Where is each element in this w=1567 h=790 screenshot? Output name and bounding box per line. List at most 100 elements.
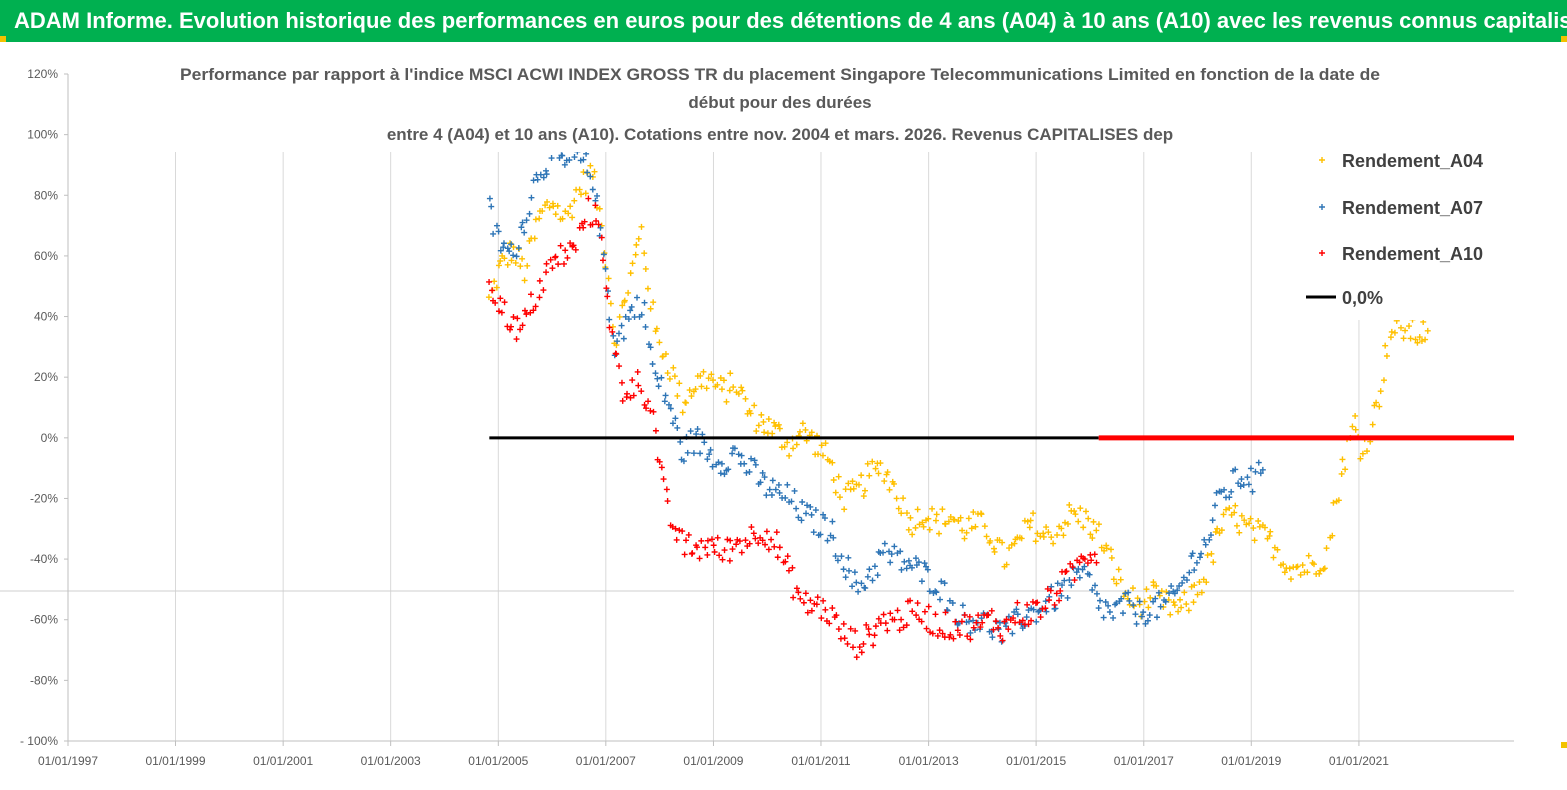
point [1203, 579, 1210, 586]
point [1204, 552, 1211, 559]
point [782, 558, 789, 565]
point [1005, 626, 1012, 633]
x-tick-label: 01/01/2001 [253, 754, 313, 768]
point [540, 287, 547, 294]
point [784, 439, 791, 446]
point [871, 563, 878, 570]
point [855, 481, 862, 488]
point [1406, 323, 1413, 330]
point [759, 537, 766, 544]
point [967, 636, 974, 643]
point [847, 625, 854, 632]
point [775, 421, 782, 428]
point [662, 392, 669, 399]
point [641, 401, 648, 408]
point [1266, 532, 1273, 539]
point [958, 618, 965, 625]
point [1407, 335, 1414, 342]
point [513, 336, 520, 343]
point [772, 486, 779, 493]
point [718, 460, 725, 467]
point [544, 198, 551, 205]
point [855, 588, 862, 595]
point [966, 618, 973, 625]
point [1052, 605, 1059, 612]
point [1044, 585, 1051, 592]
point [1383, 352, 1390, 359]
point [1063, 568, 1070, 575]
point [1106, 609, 1113, 616]
point [746, 540, 753, 547]
point [1243, 521, 1250, 528]
point [489, 287, 496, 294]
point [1286, 565, 1293, 572]
point [830, 534, 837, 541]
point [1147, 594, 1154, 601]
point [975, 612, 982, 619]
point [700, 368, 707, 375]
point [1122, 590, 1129, 597]
y-tick-label: - 100% [20, 734, 58, 748]
point [1117, 576, 1124, 583]
point [941, 580, 948, 587]
point [729, 546, 736, 553]
point [687, 428, 694, 435]
point [999, 637, 1006, 644]
point [688, 393, 695, 400]
point [618, 379, 625, 386]
point [606, 316, 613, 323]
point [938, 578, 945, 585]
point [652, 427, 659, 434]
point [1073, 569, 1080, 576]
point [1142, 620, 1149, 627]
point [1140, 609, 1147, 616]
point [508, 323, 515, 330]
point [1214, 525, 1221, 532]
point [849, 583, 856, 590]
point [813, 601, 820, 608]
point [716, 552, 723, 559]
point [1414, 339, 1421, 346]
point [1042, 598, 1049, 605]
point [500, 244, 507, 251]
point [540, 174, 547, 181]
point [864, 460, 871, 467]
point [742, 395, 749, 402]
point [921, 560, 928, 567]
point [1261, 524, 1268, 531]
point [752, 535, 759, 542]
point [856, 644, 863, 651]
point [829, 518, 836, 525]
point [1287, 576, 1294, 583]
point [1196, 579, 1203, 586]
point [829, 605, 836, 612]
point [1238, 476, 1245, 483]
legend-label: 0,0% [1342, 288, 1383, 308]
point [808, 511, 815, 518]
point [895, 505, 902, 512]
point [506, 248, 513, 255]
point [1034, 599, 1041, 606]
point [817, 531, 824, 538]
point [681, 551, 688, 558]
point [1119, 610, 1126, 617]
point [644, 285, 651, 292]
point [1255, 459, 1262, 466]
point [549, 265, 556, 272]
point [961, 535, 968, 542]
point [1212, 502, 1219, 509]
point [513, 253, 520, 260]
point [1105, 602, 1112, 609]
point [721, 547, 728, 554]
point [949, 600, 956, 607]
point [527, 309, 534, 316]
point [1209, 517, 1216, 524]
chart-title: Performance par rapport à l'indice MSCI … [175, 56, 1390, 152]
point [1108, 546, 1114, 553]
point [632, 251, 639, 258]
point [849, 644, 856, 651]
point [968, 525, 975, 532]
point [593, 217, 600, 224]
point [748, 524, 755, 531]
point [627, 270, 634, 277]
